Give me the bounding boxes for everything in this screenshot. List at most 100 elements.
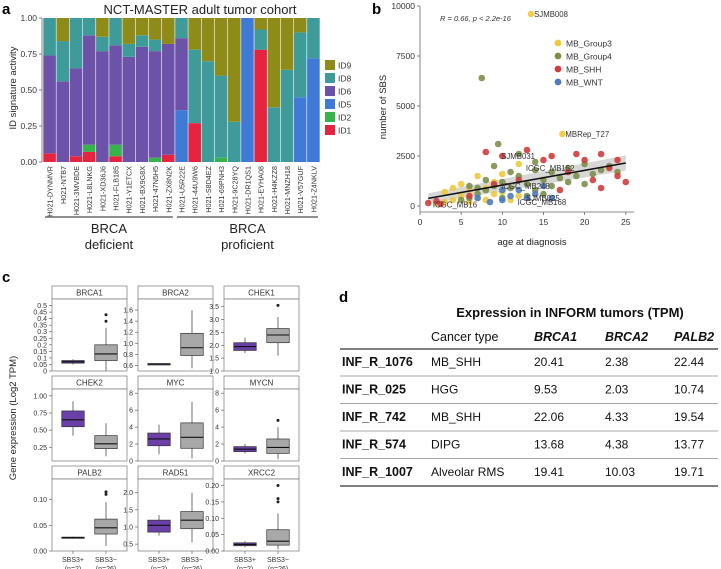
- legend-label-id8: ID8: [338, 74, 352, 84]
- point-mb-shh: [622, 178, 630, 186]
- outlier-point: [276, 484, 280, 488]
- facet-panel: [51, 478, 128, 552]
- x-tick-label: H021-NTB7: [59, 166, 68, 204]
- bar-segment-id6: [122, 56, 136, 162]
- y-tick-label: 0.5: [37, 303, 47, 310]
- y-tick-label: 1.00: [20, 13, 37, 23]
- table-cell: 13.68: [534, 438, 564, 452]
- facet-rad51: RAD51 0.5 1.0 1.5 2.0 SBS3+ (n=2) SBS3− (n=26): [123, 465, 214, 569]
- point-mb-group4: [466, 182, 473, 190]
- table-cell: 2.03: [605, 383, 629, 397]
- table-cell: Alveolar RMS: [431, 465, 504, 479]
- table-cell: 22.44: [674, 355, 704, 369]
- group-label-line2: proficient: [221, 237, 274, 252]
- y-tick-label: 1.0: [123, 525, 133, 532]
- legend-label-mb-wnt: MB_WNT: [566, 78, 603, 88]
- y-tick-label: 0.10: [205, 516, 219, 523]
- column-header: BRCA1: [534, 330, 577, 344]
- y-tick-label: 0.25: [33, 445, 47, 452]
- bar-segment-id8: [135, 35, 149, 47]
- box: [94, 518, 118, 535]
- bar-segment-id9: [148, 18, 162, 40]
- point-mb-wnt: [540, 182, 547, 190]
- bar-segment-id8: [293, 32, 307, 98]
- row-id: INF_R_1076: [342, 355, 413, 369]
- y-tick-label: 1.5: [209, 356, 219, 363]
- box: [94, 435, 118, 450]
- facet-title: MYCN: [250, 379, 274, 388]
- point-mb-shh: [424, 199, 432, 207]
- x-tick-label: 20: [580, 217, 590, 227]
- x-tick-label: H021-V57GUF: [296, 165, 305, 213]
- chart-b-xlabel: age at diagnosis: [497, 237, 566, 248]
- bar-segment-id6: [148, 51, 162, 158]
- x-tick-label: H021-47N5H5: [151, 166, 160, 212]
- point-mb-group3: [515, 192, 523, 200]
- x-tick-label: SBS3+: [148, 557, 170, 564]
- bar-segment-id1: [69, 156, 83, 162]
- y-tick-label: 2: [215, 442, 219, 449]
- y-tick-label: 1.00: [33, 393, 47, 400]
- point-mb-shh: [499, 152, 506, 160]
- y-tick-label: 0.05: [33, 362, 47, 369]
- y-tick-label: 6: [129, 408, 133, 415]
- point-mb-group4: [540, 190, 547, 198]
- y-tick-label: 0.35: [33, 323, 47, 330]
- point-mb-shh: [597, 184, 605, 192]
- table-row: INF_R_025 HGG 9.53 2.03 10.74: [340, 383, 718, 404]
- facet-title: BRCA1: [76, 289, 103, 298]
- point-mb-group4: [515, 150, 523, 158]
- bar-segment-id8: [109, 18, 122, 46]
- point-mb-group3: [457, 180, 465, 188]
- point-label: MBRep_T27: [565, 130, 609, 139]
- bar-segment-id8: [69, 18, 83, 69]
- point-label: ICGC_MB248: [501, 182, 550, 191]
- bar-segment-id6: [56, 81, 70, 162]
- table-cell: 4.33: [605, 410, 629, 424]
- bar-segment-id9: [135, 18, 149, 36]
- bar-segment-id1: [43, 153, 56, 162]
- row-id: INF_R_742: [342, 410, 406, 424]
- y-tick-label: 0.10: [33, 497, 47, 504]
- legend-swatch-mb-shh: [554, 65, 562, 73]
- legend-label-mb-group4: MB_Group4: [566, 52, 612, 62]
- x-tick-label: H021-L8LNKG: [85, 166, 94, 214]
- y-tick-label: 0.3: [37, 329, 47, 336]
- point-label: SJMB025: [526, 194, 560, 203]
- x-tick-label: 10: [498, 217, 508, 227]
- point-mb-group3: [499, 170, 506, 178]
- bar-segment-id9: [96, 18, 109, 37]
- y-tick-label: 5000: [396, 101, 415, 111]
- point-mb-group4: [531, 158, 539, 166]
- x-tick-label: SBS3+: [62, 557, 84, 564]
- y-tick-label: 0.4: [37, 316, 47, 323]
- x-tick-label: H021-3MVBDE: [72, 166, 81, 215]
- table-cell: 19.71: [674, 465, 704, 479]
- box: [266, 438, 290, 454]
- group-label-line1: BRCA: [91, 221, 127, 236]
- table-row: INF_R_1076 MB_SHH 20.41 2.38 22.44: [340, 355, 718, 377]
- point-label: SJMB008: [534, 10, 568, 19]
- legend-label-id5: ID5: [338, 100, 352, 110]
- facet-chek1: CHEK1 1.0 1.5 2.0 2.5 3.0 3.5: [209, 285, 300, 376]
- outlier-point: [104, 492, 108, 496]
- facet-title: CHEK2: [76, 379, 103, 388]
- bar-segment-id8: [254, 29, 267, 50]
- point-mb-group4: [548, 182, 555, 190]
- group-label-line2: deficient: [85, 237, 134, 252]
- bar-segment-id8: [227, 121, 241, 162]
- x-tick-label: H021-Z4NKLV: [309, 166, 318, 212]
- legend-swatch-mb-wnt: [554, 78, 562, 86]
- bar-segment-id8: [82, 18, 96, 36]
- chart-b-correlation-annotation: R = 0.66, p < 2.2e-16: [440, 14, 512, 23]
- x-tick-label: 0: [418, 217, 423, 227]
- bar-segment-id8: [201, 61, 215, 163]
- point-mb-shh: [589, 176, 597, 184]
- bar-segment-id6: [175, 38, 188, 111]
- y-tick-label: 2: [129, 442, 133, 449]
- x-tick-label: SBS3−: [95, 557, 117, 564]
- y-tick-label: 1.5: [123, 507, 133, 514]
- table-row: INF_R_1007 Alveolar RMS 19.41 10.03 19.71: [340, 465, 718, 487]
- point-mb-shh: [466, 192, 473, 200]
